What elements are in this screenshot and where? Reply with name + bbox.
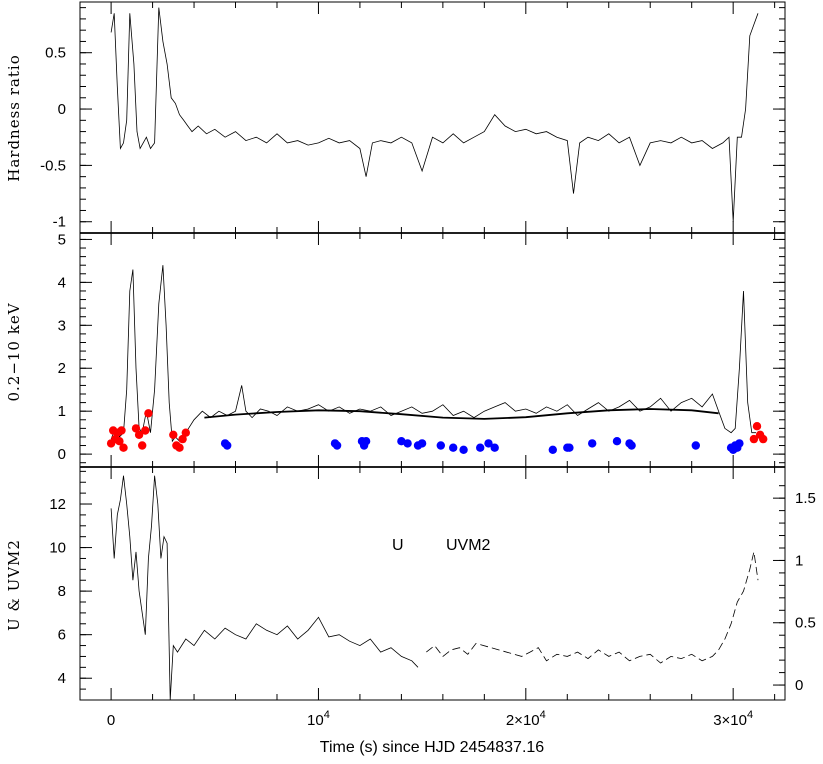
blue-point <box>332 441 342 450</box>
blue-point <box>403 439 412 448</box>
red-point <box>119 443 128 452</box>
blue-point <box>449 443 458 452</box>
legend-uvm2: UVM2 <box>446 537 491 554</box>
y-tick-label: 6 <box>58 627 66 644</box>
blue-point <box>588 439 597 448</box>
y-tick-label: -1 <box>53 214 66 231</box>
y-tick-label: 8 <box>58 583 66 600</box>
red-point <box>138 441 147 450</box>
red-point <box>141 426 150 435</box>
y-tick-label: 2 <box>58 360 66 377</box>
x-axis-label: Time (s) since HJD 2454837.16 <box>320 739 544 756</box>
red-point <box>181 428 190 437</box>
blue-point <box>436 441 445 450</box>
red-point <box>749 434 759 444</box>
y-tick-label: 0 <box>58 101 66 118</box>
blue-point <box>417 439 427 448</box>
blue-point <box>223 441 232 450</box>
x-tick-label: 3×104 <box>713 709 753 729</box>
red-point <box>752 422 762 431</box>
y-tick-label: 0 <box>58 446 66 463</box>
x-tick-label: 0 <box>107 712 115 729</box>
xray-flux-ylabel: 0.2−10 keV <box>5 302 23 401</box>
blue-point <box>476 443 485 452</box>
x-tick-label: 104 <box>307 709 330 729</box>
blue-point <box>627 441 636 450</box>
x-axis-ticks: 0 104 2×104 3×104 <box>107 709 753 729</box>
blue-point <box>565 443 574 452</box>
plot-frame <box>79 1 786 701</box>
y-tick-label: 10 <box>49 540 66 557</box>
red-point <box>134 430 144 439</box>
u-curve <box>110 475 419 701</box>
red-point <box>169 430 178 439</box>
y-tick-label: 12 <box>49 496 66 513</box>
red-point <box>178 434 187 444</box>
y2-tick-label: 0.5 <box>795 615 816 632</box>
red-point <box>131 424 141 433</box>
uvm2-curve <box>426 551 759 664</box>
blue-point <box>490 443 499 452</box>
blue-point <box>735 439 744 448</box>
y-tick-label: 5 <box>58 231 66 248</box>
uv-magnitude-panel: 12 10 8 6 4 1.5 1 0.5 0 U & UVM2 U UVM2 <box>5 467 816 701</box>
red-point <box>175 443 184 452</box>
blue-point <box>612 437 622 446</box>
y2-tick-label: 0 <box>795 677 803 694</box>
hardness-ratio-ylabel: Hardness ratio <box>5 54 23 181</box>
blue-point <box>548 445 557 454</box>
y2-tick-label: 1.5 <box>795 490 816 507</box>
model-curve <box>204 408 719 420</box>
y-tick-label: -0.5 <box>40 157 66 174</box>
x-tick-label: 2×104 <box>506 709 546 729</box>
y-tick-label: 0.5 <box>45 45 66 62</box>
legend-u: U <box>392 537 404 554</box>
red-point <box>115 437 124 446</box>
xray-flux-panel: 5 4 3 2 1 0 0.2−10 keV <box>5 231 785 467</box>
blue-point <box>484 439 493 448</box>
light-curve <box>110 7 759 222</box>
uv-ylabel: U & UVM2 <box>5 539 23 631</box>
light-curve <box>110 265 756 443</box>
y-tick-label: 4 <box>58 670 66 687</box>
blue-point <box>361 437 371 446</box>
hardness-ratio-panel: 0.5 0 -0.5 -1 Hardness ratio <box>5 2 785 234</box>
y-tick-label: 3 <box>58 317 66 334</box>
y2-tick-label: 1 <box>795 552 803 569</box>
y-tick-label: 1 <box>58 403 66 420</box>
red-point <box>759 434 768 444</box>
red-point <box>117 426 126 435</box>
blue-point <box>459 445 468 454</box>
blue-point <box>691 441 700 450</box>
red-point <box>144 409 153 418</box>
y-tick-label: 4 <box>58 274 66 291</box>
